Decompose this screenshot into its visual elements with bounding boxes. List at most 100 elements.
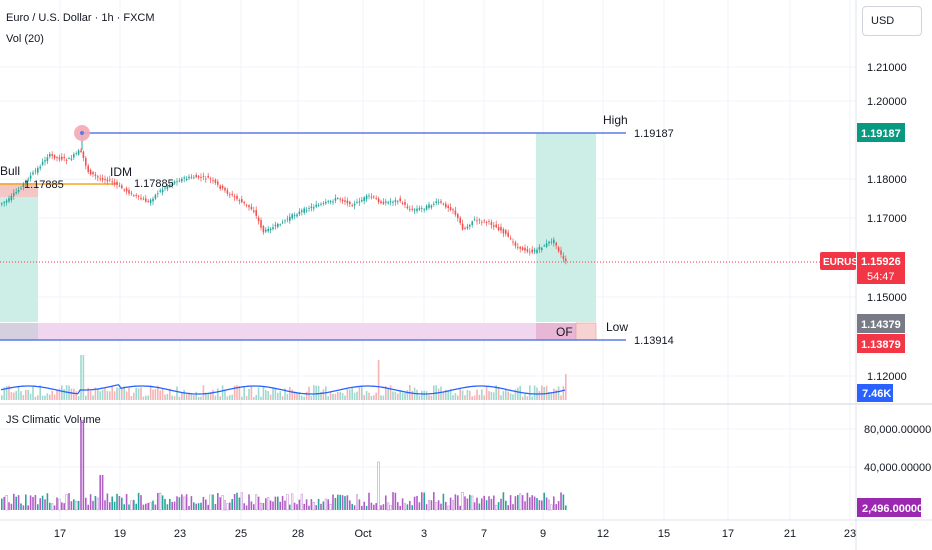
volume-bar <box>368 392 370 400</box>
candle-body <box>253 210 255 212</box>
currency-button[interactable]: USD <box>862 6 922 36</box>
candle-body <box>82 151 85 158</box>
candle-body <box>185 178 188 181</box>
climatic-bar <box>533 496 536 510</box>
candle-body <box>454 210 457 215</box>
green-zone-left <box>0 196 38 322</box>
volume-bar <box>478 394 481 400</box>
climatic-bar <box>476 497 478 510</box>
candle-body <box>457 214 459 218</box>
volume-bar <box>353 392 356 400</box>
candle-body <box>368 195 370 197</box>
climatic-bar <box>82 420 85 510</box>
candle-body <box>473 219 476 221</box>
climatic-bar <box>490 498 493 510</box>
candle-body <box>92 172 94 175</box>
volume-bar <box>502 391 505 400</box>
candle-body <box>97 176 99 178</box>
volume-bar <box>63 389 65 400</box>
volume-bar <box>310 395 313 400</box>
candle-body <box>262 226 265 233</box>
candle-body <box>277 223 279 228</box>
candle-body <box>469 224 471 227</box>
climatic-bar <box>37 504 39 510</box>
candle-body <box>248 205 250 208</box>
climatic-bar <box>240 492 243 511</box>
candle-body <box>548 241 550 244</box>
candle-body <box>130 192 133 194</box>
volume-bar <box>313 385 315 400</box>
climatic-bar <box>147 502 149 510</box>
candle-body <box>466 226 469 229</box>
volume-bar <box>85 395 87 400</box>
climatic-current-tag-text: 2,496.00000 <box>862 503 923 515</box>
candle-body <box>207 175 209 178</box>
volume-bar <box>142 396 145 400</box>
volume-bar <box>514 389 517 400</box>
climatic-bar <box>409 500 411 510</box>
of-zone <box>536 323 576 340</box>
climatic-bar <box>13 493 15 510</box>
volume-bar <box>394 391 397 400</box>
climatic-bar <box>77 500 80 510</box>
volume-bar <box>269 394 272 400</box>
vol-indicator-label[interactable]: Vol (20) <box>6 33 44 45</box>
candle-body <box>373 196 375 198</box>
climatic-bar <box>521 495 524 510</box>
climatic-bar <box>404 503 407 511</box>
candle-body <box>13 193 15 196</box>
volume-bar <box>123 386 125 400</box>
candle-body <box>526 249 529 252</box>
volume-bar <box>351 387 353 400</box>
volume-bar <box>416 389 418 400</box>
climatic-bar <box>416 495 418 510</box>
volume-bar <box>219 396 221 400</box>
volume-bar <box>387 387 389 400</box>
volume-bar <box>106 391 109 400</box>
candle-body <box>94 174 97 176</box>
candle-body <box>80 150 82 152</box>
climatic-bar <box>483 495 485 510</box>
volume-bar <box>339 392 341 400</box>
climatic-bar <box>96 497 99 511</box>
climatic-bar <box>466 498 469 510</box>
climatic-bar <box>5 495 8 511</box>
volume-bar <box>365 391 368 400</box>
candle-body <box>61 156 63 160</box>
climatic-bar <box>401 498 404 510</box>
candle-body <box>512 241 514 243</box>
climatic-bar <box>430 500 433 510</box>
climatic-bar <box>200 502 202 510</box>
time-label: 9 <box>540 528 546 540</box>
of-box <box>575 322 597 341</box>
climatic-bar <box>113 501 116 510</box>
candle-body <box>20 188 22 190</box>
volume-bar <box>507 391 509 400</box>
volume-bar <box>116 387 118 400</box>
candle-body <box>181 178 183 182</box>
climatic-bar <box>277 496 279 510</box>
volume-bar <box>169 388 171 400</box>
volume-bar <box>10 392 13 400</box>
symbol-title[interactable]: Euro / U.S. Dollar · 1h · FXCM <box>6 12 155 24</box>
volume-bar <box>301 395 303 400</box>
candle-body <box>430 205 433 208</box>
climatic-volume-title[interactable]: JS Climatic Volume <box>6 414 101 426</box>
volume-bar <box>560 395 562 400</box>
candle-body <box>10 195 13 201</box>
climatic-bar <box>543 492 545 510</box>
time-label: 3 <box>421 528 427 540</box>
climatic-bar <box>63 503 65 510</box>
volume-bar <box>490 391 493 400</box>
candle-body <box>327 201 329 202</box>
volume-bar <box>466 389 469 400</box>
climatic-bar <box>3 496 5 510</box>
candle-body <box>322 203 325 204</box>
climatic-bar <box>351 503 353 510</box>
candle-body <box>140 197 142 200</box>
climatic-bar <box>281 495 284 510</box>
volume-bar <box>152 389 154 400</box>
candle-body <box>164 187 166 189</box>
candle-body <box>459 217 461 224</box>
